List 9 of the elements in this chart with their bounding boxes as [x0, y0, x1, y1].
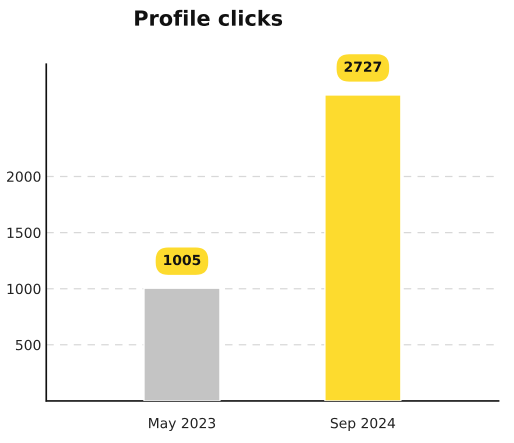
y-tick-label: 1500: [8, 228, 40, 238]
y-tick-label: 500: [16, 340, 40, 350]
data-label: 2727: [344, 61, 382, 72]
y-tick-label: 1000: [8, 284, 40, 294]
x-tick-label: May 2023: [149, 418, 216, 432]
data-label: 1005: [164, 254, 200, 266]
y-tick-label: 2000: [7, 171, 40, 182]
x-tick-label: Sep 2024: [330, 418, 396, 432]
chart-title: Profile clicks: [135, 10, 282, 26]
